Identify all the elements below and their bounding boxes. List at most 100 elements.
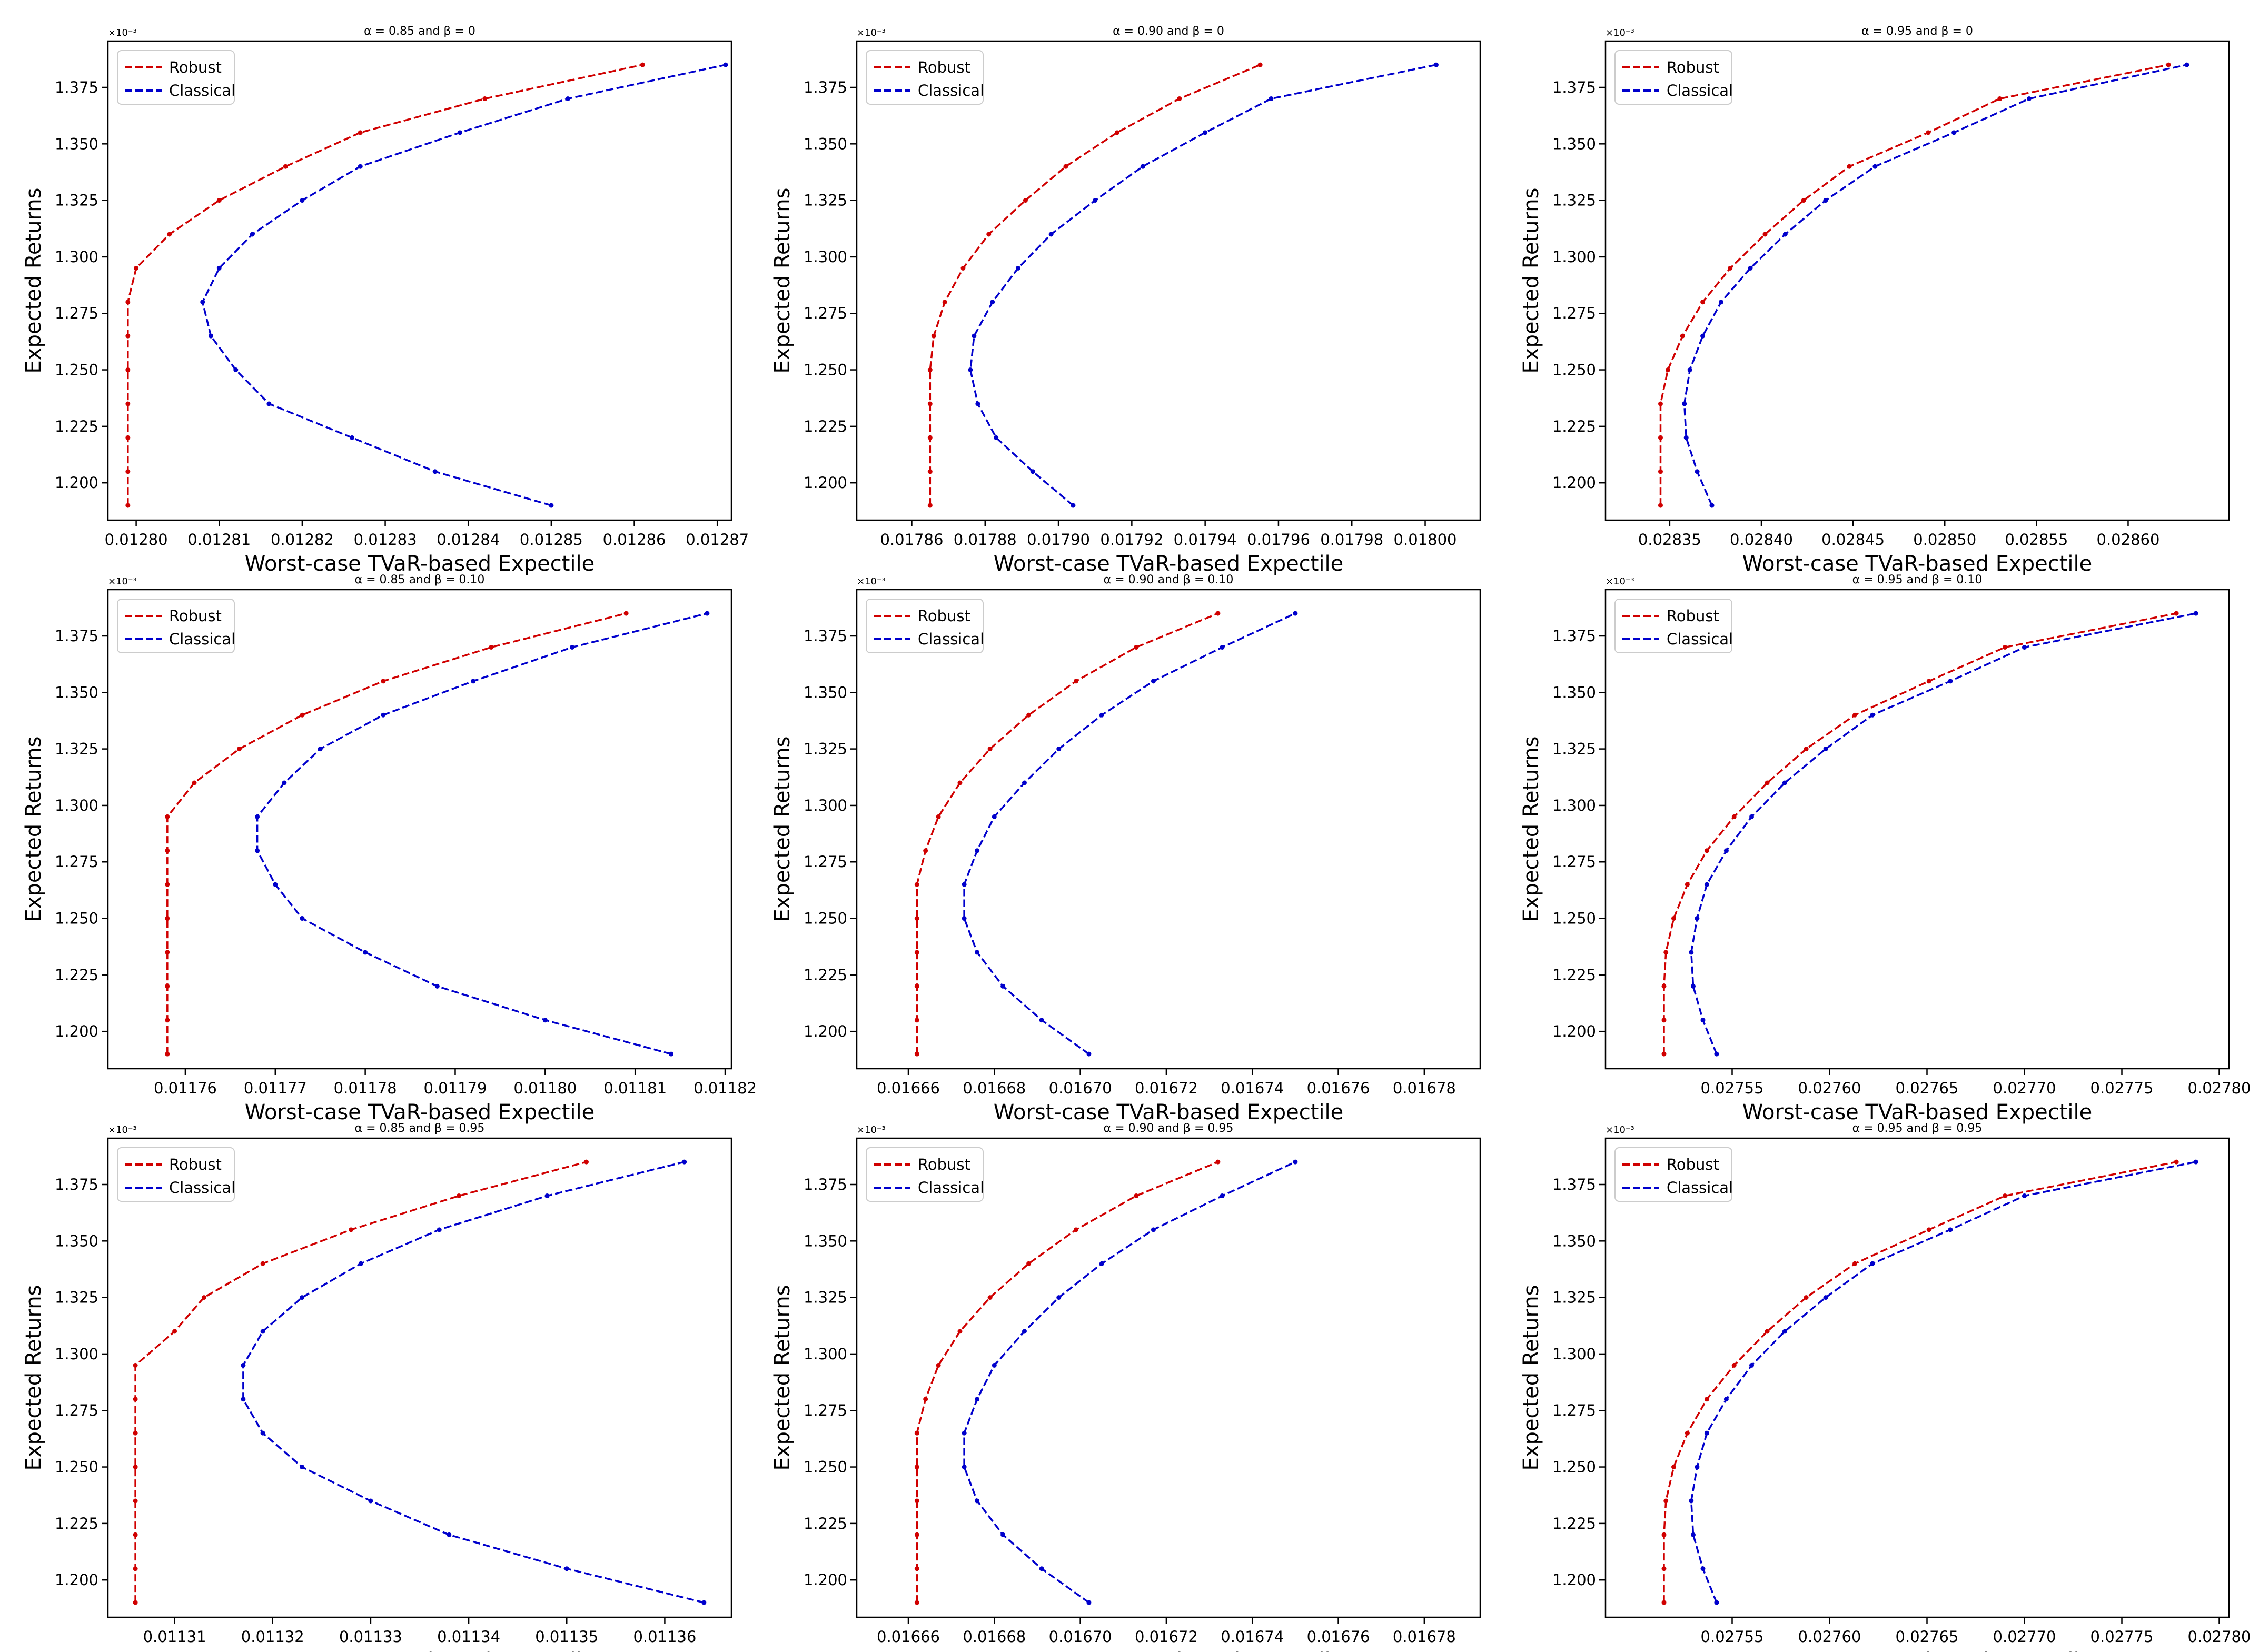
data-point-robust <box>1658 401 1663 406</box>
y-axis-label: Expected Returns <box>22 737 46 922</box>
y-tick-label: 1.275 <box>55 304 98 322</box>
data-point-robust <box>349 1227 354 1232</box>
data-point-robust <box>1926 130 1931 135</box>
data-point-classical <box>260 1329 265 1334</box>
data-point-classical <box>1948 1227 1953 1232</box>
data-point-classical <box>434 983 440 989</box>
data-point-robust <box>914 1600 919 1605</box>
x-tick-label: 0.01792 <box>1100 531 1163 549</box>
data-point-robust <box>1026 712 1032 718</box>
data-point-robust <box>1926 1227 1931 1232</box>
data-point-classical <box>1433 62 1439 67</box>
x-tick-label: 0.02765 <box>1896 1628 1959 1646</box>
x-tick-label: 0.01790 <box>1027 531 1090 549</box>
data-point-classical <box>1723 1397 1729 1402</box>
data-point-classical <box>2184 62 2189 67</box>
y-tick-label: 1.250 <box>1552 361 1596 379</box>
data-point-classical <box>1683 435 1689 440</box>
data-point-robust <box>172 1329 177 1334</box>
data-point-robust <box>1685 1430 1690 1436</box>
x-axis-label: Worst-case TVaR-based Expectile <box>245 1100 595 1124</box>
data-point-classical <box>1099 1261 1104 1266</box>
data-point-classical <box>266 401 272 406</box>
x-tick-label: 0.01135 <box>535 1628 598 1646</box>
data-point-robust <box>640 62 645 67</box>
data-point-robust <box>133 1532 138 1537</box>
data-point-robust <box>986 232 992 237</box>
data-point-robust <box>1134 644 1139 650</box>
data-point-robust <box>1257 62 1263 67</box>
y-tick-label: 1.375 <box>1552 1176 1596 1193</box>
data-point-robust <box>125 300 131 305</box>
data-point-robust <box>914 1430 919 1436</box>
y-multiplier-label: ×10⁻³ <box>108 27 137 38</box>
data-point-robust <box>960 265 966 271</box>
y-tick-label: 1.325 <box>1552 1289 1596 1307</box>
data-point-robust <box>1762 232 1768 237</box>
data-point-classical <box>1723 848 1729 853</box>
data-point-classical <box>363 950 368 955</box>
y-tick-label: 1.325 <box>55 192 98 210</box>
y-multiplier-label: ×10⁻³ <box>108 1124 137 1136</box>
y-axis-label: Expected Returns <box>1519 188 1543 374</box>
x-tick-label: 0.01794 <box>1174 531 1237 549</box>
x-tick-label: 0.01133 <box>339 1628 402 1646</box>
data-point-robust <box>133 1566 138 1571</box>
x-tick-label: 0.02765 <box>1896 1079 1959 1097</box>
data-point-robust <box>125 401 131 406</box>
data-point-robust <box>125 503 131 508</box>
x-tick-label: 0.01281 <box>187 531 251 549</box>
data-point-robust <box>283 164 288 169</box>
y-tick-label: 1.300 <box>55 248 98 266</box>
chart-panel-4: α = 0.85 and β = 0.10 ×10⁻³ 1.200 1.225 1.25… <box>22 573 757 1124</box>
data-point-robust <box>125 469 131 474</box>
data-point-classical <box>200 300 205 305</box>
y-tick-label: 1.300 <box>804 797 847 814</box>
y-axis-label: Expected Returns <box>770 188 795 374</box>
data-point-robust <box>1177 96 1182 101</box>
y-tick-label: 1.300 <box>55 797 98 814</box>
chart-panel-3: α = 0.95 and β = 0 ×10⁻³ 1.200 1.225 1.250 1.… <box>1519 25 2230 576</box>
data-point-classical <box>1071 503 1076 508</box>
data-point-robust <box>1680 333 1685 339</box>
x-tick-label: 0.02855 <box>2005 531 2068 549</box>
y-tick-label: 1.250 <box>55 361 98 379</box>
y-axis-label: Expected Returns <box>1519 737 1543 922</box>
data-point-robust <box>923 848 928 853</box>
x-tick-label: 0.01676 <box>1307 1628 1370 1646</box>
data-point-robust <box>2174 611 2179 616</box>
data-point-classical <box>962 1465 967 1470</box>
x-tick-label: 0.02755 <box>1701 1628 1764 1646</box>
chart-title: α = 0.95 and β = 0 <box>1861 25 1973 38</box>
data-point-robust <box>914 1498 919 1504</box>
series-line-robust <box>1663 1161 2177 1603</box>
data-point-classical <box>1691 1532 1696 1537</box>
data-point-robust <box>165 1018 170 1023</box>
chart-title: α = 0.85 and β = 0.95 <box>355 1122 485 1135</box>
y-tick-label: 1.225 <box>804 1515 847 1532</box>
y-tick-label: 1.350 <box>804 1232 847 1250</box>
x-tick-label: 0.01668 <box>963 1079 1026 1097</box>
y-tick-label: 1.200 <box>55 1022 98 1040</box>
x-tick-label: 0.02835 <box>1638 531 1701 549</box>
y-multiplier-label: ×10⁻³ <box>857 576 886 587</box>
data-point-classical <box>255 848 260 853</box>
y-tick-label: 1.300 <box>804 1345 847 1363</box>
data-point-robust <box>1661 1600 1667 1605</box>
data-point-robust <box>1663 950 1669 955</box>
x-axis-label: Worst-case TVaR-based Expectile <box>1742 1100 2092 1124</box>
data-point-robust <box>914 916 919 921</box>
x-tick-label: 0.01670 <box>1049 1079 1112 1097</box>
data-point-classical <box>1870 712 1875 718</box>
x-axis-label: Worst-case TVaR-based Expectile <box>994 1649 1343 1652</box>
x-tick-label: 0.02860 <box>2097 531 2160 549</box>
data-point-classical <box>300 916 305 921</box>
data-point-robust <box>2166 62 2171 67</box>
x-tick-label: 0.01798 <box>1320 531 1383 549</box>
data-point-robust <box>914 983 919 989</box>
data-point-robust <box>134 265 139 271</box>
y-tick-label: 1.375 <box>1552 78 1596 96</box>
legend-label-robust: Robust <box>169 607 222 625</box>
series-line-classical <box>1690 1161 2196 1603</box>
